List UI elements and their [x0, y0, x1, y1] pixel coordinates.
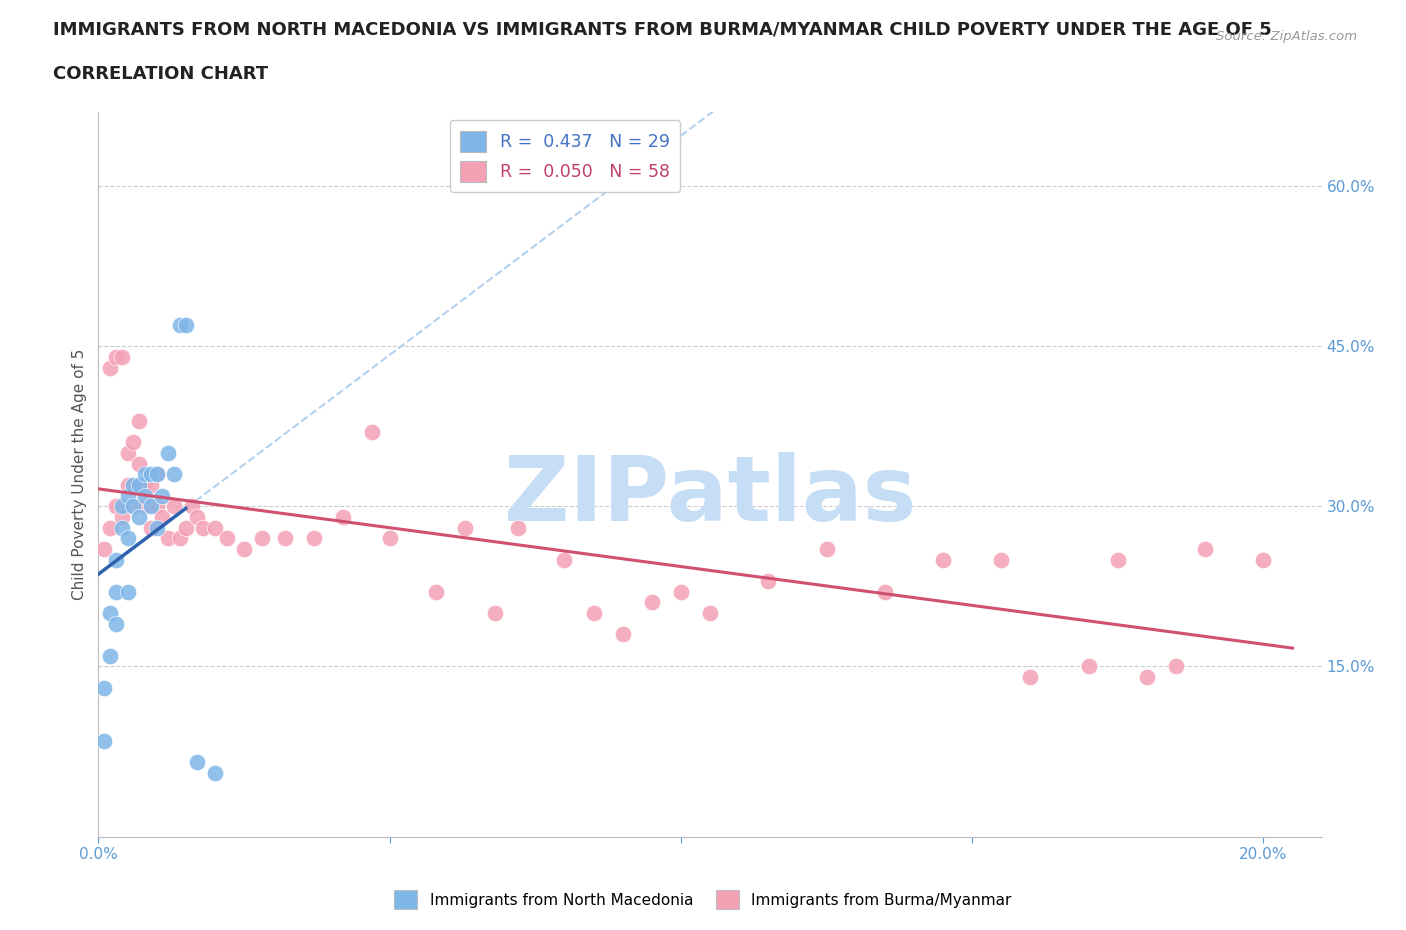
- Point: [122, 435, 145, 450]
- Point: [117, 445, 139, 460]
- Point: [111, 498, 134, 513]
- Point: [582, 605, 605, 620]
- Point: [111, 510, 134, 525]
- Point: [104, 350, 127, 365]
- Point: [128, 477, 150, 492]
- Point: [174, 520, 197, 535]
- Point: [145, 467, 167, 482]
- Point: [1194, 541, 1216, 556]
- Point: [174, 317, 197, 332]
- Point: [454, 520, 477, 535]
- Point: [117, 531, 139, 546]
- Point: [204, 520, 226, 535]
- Point: [139, 520, 162, 535]
- Point: [139, 498, 162, 513]
- Point: [484, 605, 506, 620]
- Point: [873, 584, 896, 599]
- Point: [169, 317, 191, 332]
- Point: [378, 531, 401, 546]
- Point: [93, 734, 115, 749]
- Point: [98, 360, 121, 375]
- Point: [145, 467, 167, 482]
- Point: [169, 531, 191, 546]
- Point: [117, 584, 139, 599]
- Point: [122, 498, 145, 513]
- Point: [104, 552, 127, 567]
- Text: Source: ZipAtlas.com: Source: ZipAtlas.com: [1216, 30, 1357, 43]
- Point: [506, 520, 529, 535]
- Point: [163, 498, 186, 513]
- Point: [1019, 670, 1042, 684]
- Point: [1164, 658, 1187, 673]
- Point: [215, 531, 238, 546]
- Point: [815, 541, 838, 556]
- Point: [117, 488, 139, 503]
- Point: [180, 498, 202, 513]
- Y-axis label: Child Poverty Under the Age of 5: Child Poverty Under the Age of 5: [72, 349, 87, 600]
- Point: [990, 552, 1012, 567]
- Point: [425, 584, 447, 599]
- Point: [104, 584, 127, 599]
- Point: [1107, 552, 1129, 567]
- Point: [152, 488, 174, 503]
- Point: [128, 510, 150, 525]
- Point: [111, 520, 134, 535]
- Point: [104, 498, 127, 513]
- Point: [932, 552, 955, 567]
- Point: [98, 648, 121, 663]
- Point: [612, 627, 634, 642]
- Point: [122, 498, 145, 513]
- Point: [1136, 670, 1159, 684]
- Point: [669, 584, 692, 599]
- Point: [1253, 552, 1275, 567]
- Point: [104, 617, 127, 631]
- Point: [93, 680, 115, 695]
- Point: [98, 520, 121, 535]
- Point: [233, 541, 256, 556]
- Point: [139, 477, 162, 492]
- Point: [98, 605, 121, 620]
- Point: [274, 531, 297, 546]
- Point: [157, 445, 180, 460]
- Point: [699, 605, 721, 620]
- Legend: Immigrants from North Macedonia, Immigrants from Burma/Myanmar: Immigrants from North Macedonia, Immigra…: [388, 884, 1018, 915]
- Point: [134, 467, 156, 482]
- Point: [361, 424, 384, 439]
- Point: [641, 595, 664, 610]
- Point: [250, 531, 273, 546]
- Text: ZIPatlas: ZIPatlas: [503, 452, 917, 540]
- Text: CORRELATION CHART: CORRELATION CHART: [53, 65, 269, 83]
- Point: [186, 510, 208, 525]
- Point: [122, 477, 145, 492]
- Point: [134, 488, 156, 503]
- Point: [93, 541, 115, 556]
- Point: [186, 755, 208, 770]
- Point: [145, 498, 167, 513]
- Point: [1077, 658, 1099, 673]
- Point: [134, 477, 156, 492]
- Point: [163, 467, 186, 482]
- Point: [145, 520, 167, 535]
- Point: [128, 457, 150, 472]
- Point: [157, 531, 180, 546]
- Point: [134, 498, 156, 513]
- Point: [553, 552, 575, 567]
- Text: IMMIGRANTS FROM NORTH MACEDONIA VS IMMIGRANTS FROM BURMA/MYANMAR CHILD POVERTY U: IMMIGRANTS FROM NORTH MACEDONIA VS IMMIG…: [53, 20, 1272, 38]
- Point: [204, 765, 226, 780]
- Point: [332, 510, 354, 525]
- Point: [139, 467, 162, 482]
- Point: [756, 574, 779, 589]
- Point: [152, 510, 174, 525]
- Point: [117, 477, 139, 492]
- Legend: R =  0.437   N = 29, R =  0.050   N = 58: R = 0.437 N = 29, R = 0.050 N = 58: [450, 120, 681, 193]
- Point: [302, 531, 325, 546]
- Point: [193, 520, 215, 535]
- Point: [111, 350, 134, 365]
- Point: [128, 414, 150, 429]
